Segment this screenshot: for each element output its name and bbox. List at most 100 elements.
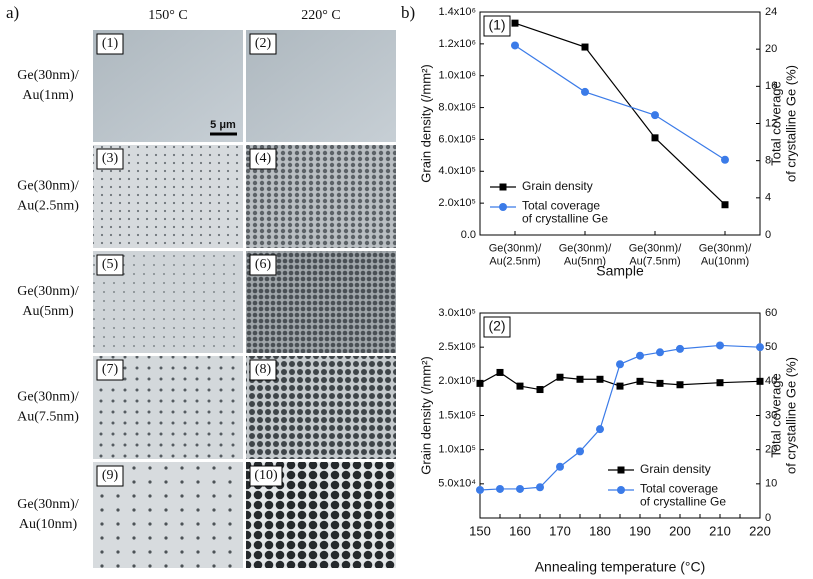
x-tick-label: 160 bbox=[509, 523, 531, 538]
marker bbox=[656, 348, 664, 357]
marker bbox=[596, 425, 604, 434]
panel-number-box bbox=[96, 148, 124, 170]
y2-axis-label: Total coverageof crystalline Ge (%) bbox=[769, 65, 799, 182]
marker bbox=[511, 19, 519, 27]
panel-number: (8) bbox=[255, 362, 272, 377]
marker bbox=[676, 344, 684, 353]
x-axis-label: Sample bbox=[596, 263, 644, 279]
marker bbox=[511, 41, 519, 50]
marker bbox=[496, 368, 504, 376]
y-tick-label: 8.0x10⁵ bbox=[438, 101, 476, 113]
y2-tick-label: 40 bbox=[765, 375, 777, 387]
y2-tick-label: 0 bbox=[765, 512, 771, 524]
marker bbox=[536, 483, 544, 492]
column-header: 150° C bbox=[148, 8, 187, 23]
panel-number-box bbox=[96, 465, 124, 487]
legend-label: Total coverage of crystalline Ge bbox=[640, 482, 726, 509]
y-tick-label: 1.0x10⁶ bbox=[438, 70, 476, 82]
marker bbox=[496, 484, 504, 493]
panel-number: (6) bbox=[255, 257, 272, 272]
y2-tick-label: 12 bbox=[765, 117, 777, 129]
row-label: Ge(30nm)/Au(10nm) bbox=[17, 497, 79, 532]
marker bbox=[676, 381, 684, 389]
x-tick-label: 190 bbox=[629, 523, 651, 538]
annotation-box bbox=[483, 316, 511, 338]
marker bbox=[756, 343, 764, 352]
marker bbox=[576, 447, 584, 456]
y-tick-label: 1.5x10⁵ bbox=[438, 409, 476, 421]
column-header: 220° C bbox=[301, 8, 340, 23]
annotation: (1) bbox=[488, 17, 505, 33]
x-tick-label: Ge(30nm)/Au(5nm) bbox=[559, 242, 613, 267]
panel-number-box bbox=[96, 33, 124, 55]
marker bbox=[581, 87, 589, 96]
annotation: (2) bbox=[488, 318, 505, 334]
y2-tick-label: 60 bbox=[765, 307, 777, 319]
panel-number-box bbox=[249, 465, 283, 487]
panel-number-box bbox=[96, 254, 124, 276]
marker bbox=[636, 351, 644, 360]
x-tick-label: 180 bbox=[589, 523, 611, 538]
panel-number-box bbox=[249, 254, 277, 276]
panel-number: (10) bbox=[254, 468, 278, 483]
marker bbox=[499, 203, 507, 211]
plot-frame bbox=[479, 11, 761, 236]
x-tick-label: Ge(30nm)/Au(10nm) bbox=[699, 242, 753, 267]
panel-number: (1) bbox=[102, 36, 119, 51]
panel-number: (2) bbox=[255, 36, 272, 51]
marker bbox=[516, 382, 524, 390]
legend-label: Total coverage of crystalline Ge bbox=[522, 199, 608, 226]
plot-frame bbox=[479, 312, 761, 519]
y2-tick-label: 8 bbox=[765, 155, 771, 167]
chart: Ge(30nm)/Au(2.5nm) Ge(30nm)/Au(5nm) Ge(30n… bbox=[418, 6, 799, 279]
legend-label: Grain density bbox=[640, 462, 711, 476]
marker bbox=[499, 183, 507, 191]
panel-number-box bbox=[249, 33, 277, 55]
annotation-box bbox=[483, 15, 511, 37]
y2-tick-label: 20 bbox=[765, 43, 777, 55]
marker bbox=[581, 43, 589, 51]
y2-axis-label: Total coverageof crystalline Ge (%) bbox=[769, 357, 799, 474]
panel-number: (3) bbox=[102, 151, 119, 166]
x-tick-label: 210 bbox=[709, 523, 731, 538]
panel-label: a) bbox=[6, 3, 19, 22]
x-tick-label: 220 bbox=[749, 523, 771, 538]
legend-label: Grain density bbox=[522, 179, 593, 193]
series-line bbox=[514, 44, 726, 161]
y-tick-label: 2.0x10⁵ bbox=[438, 375, 476, 387]
row-label: Ge(30nm)/Au(5nm) bbox=[17, 284, 79, 319]
x-tick-label: Ge(30nm)/Au(7.5nm) bbox=[629, 242, 683, 267]
y-axis-label: Grain density (/mm²) bbox=[418, 64, 433, 182]
y2-tick-label: 4 bbox=[765, 192, 771, 204]
marker bbox=[556, 462, 564, 471]
marker bbox=[721, 201, 729, 209]
panel-number-box bbox=[96, 359, 124, 381]
scale-bar-label: 5 μm bbox=[210, 119, 236, 131]
panel-number: (4) bbox=[255, 151, 272, 166]
y-tick-label: 1.2x10⁶ bbox=[438, 38, 476, 50]
marker bbox=[716, 379, 724, 387]
marker bbox=[716, 341, 724, 350]
x-axis-label: Annealing temperature (°C) bbox=[535, 559, 706, 575]
row-label: Ge(30nm)/Au(2.5nm) bbox=[17, 179, 79, 214]
panel-number-box bbox=[249, 148, 277, 170]
marker bbox=[721, 155, 729, 164]
marker bbox=[536, 386, 544, 394]
y2-tick-label: 10 bbox=[765, 478, 777, 490]
marker bbox=[616, 360, 624, 369]
y2-tick-label: 50 bbox=[765, 341, 777, 353]
row-label: Ge(30nm)/Au(1nm) bbox=[17, 68, 79, 103]
x-tick-label: 200 bbox=[669, 523, 691, 538]
marker bbox=[756, 377, 764, 385]
y-tick-label: 3.0x10⁵ bbox=[438, 307, 476, 319]
marker bbox=[596, 375, 604, 383]
panel-number: (9) bbox=[102, 468, 119, 483]
panel-number-box bbox=[249, 359, 277, 381]
y-tick-label: 1.4x10⁶ bbox=[438, 6, 476, 18]
row-label: Ge(30nm)/Au(7.5nm) bbox=[17, 390, 79, 425]
panel-number: (5) bbox=[102, 257, 119, 272]
x-tick-label: 150 bbox=[469, 523, 491, 538]
marker bbox=[651, 111, 659, 120]
x-tick-label: 170 bbox=[549, 523, 571, 538]
